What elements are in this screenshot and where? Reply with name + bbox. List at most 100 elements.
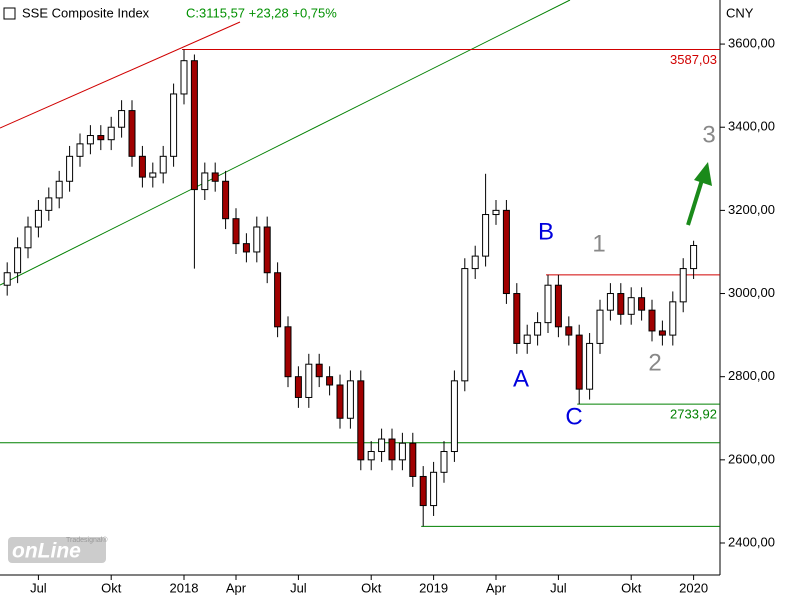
candle-body <box>138 155 146 178</box>
candle-body <box>586 342 594 390</box>
candle-body <box>180 60 188 95</box>
y-tick-label: 2800,00 <box>728 368 775 383</box>
candle-body <box>346 380 354 419</box>
x-tick-label: 2018 <box>170 580 199 595</box>
candle-body <box>66 155 74 182</box>
checkbox[interactable] <box>3 7 16 20</box>
candle-body <box>565 326 573 336</box>
candle-body <box>367 451 375 461</box>
candle-body <box>627 297 635 315</box>
candle-body <box>523 334 531 344</box>
candle-body <box>326 376 334 386</box>
candle-body <box>430 471 438 507</box>
wave-label: 2 <box>648 349 661 376</box>
candle-body <box>606 293 614 311</box>
candle-body <box>3 272 11 286</box>
candle-body <box>315 363 323 378</box>
candle-body <box>201 172 209 191</box>
candle-body <box>492 209 500 216</box>
x-tick-label: 2019 <box>419 580 448 595</box>
candle-body <box>596 309 604 344</box>
candle-body <box>107 126 115 141</box>
candle-body <box>575 334 583 390</box>
candle-body <box>440 451 448 473</box>
logo: onLine Tradesignal® <box>8 536 108 563</box>
candle-body <box>118 110 126 128</box>
candle-body <box>482 214 490 257</box>
y-tick-label: 2600,00 <box>728 451 775 466</box>
y-tick-label: 3200,00 <box>728 202 775 217</box>
candle-body <box>242 243 250 253</box>
wave-label: B <box>538 218 554 245</box>
candle-body <box>170 93 178 157</box>
x-tick-label: Jul <box>30 580 47 595</box>
candle-body <box>648 309 656 332</box>
y-tick-label: 3000,00 <box>728 285 775 300</box>
candle-body <box>253 226 261 253</box>
arrow-head <box>694 162 712 186</box>
candle-body <box>544 284 552 324</box>
candle-body <box>398 442 406 461</box>
trend-line <box>0 21 241 129</box>
candle-body <box>513 293 521 344</box>
arrow-shaft <box>686 179 704 226</box>
y-tick-label: 3400,00 <box>728 119 775 134</box>
wave-label: 3 <box>702 121 715 148</box>
candle-body <box>34 209 42 228</box>
wave-label: A <box>513 365 529 392</box>
candle-body <box>690 244 698 270</box>
x-tick-label: Okt <box>101 580 122 595</box>
candle-body <box>357 380 365 461</box>
candle-body <box>97 135 105 141</box>
logo-box <box>8 537 106 563</box>
candle-body <box>305 363 313 398</box>
candle-body <box>45 197 53 211</box>
candle-body <box>336 384 344 419</box>
candle-body <box>294 376 302 398</box>
candle-body <box>638 297 646 311</box>
candle-body <box>24 226 32 249</box>
candle-body <box>669 301 677 336</box>
x-tick-label: 2020 <box>679 580 708 595</box>
candle-body <box>409 442 417 477</box>
candle-body <box>471 255 479 270</box>
level-label: 2733,92 <box>670 407 717 422</box>
candle-body <box>461 268 469 382</box>
candle-body <box>388 438 396 461</box>
x-tick-label: Jul <box>290 580 307 595</box>
x-tick-label: Okt <box>621 580 642 595</box>
candle-body <box>554 284 562 328</box>
candle-body <box>128 110 136 157</box>
candle-body <box>658 330 666 336</box>
candle-body <box>55 180 63 199</box>
x-tick-label: Okt <box>361 580 382 595</box>
last-quote: C:3115,57 +23,28 +0,75% <box>186 5 337 20</box>
candle-body <box>534 322 542 336</box>
x-tick-label: Apr <box>486 580 507 595</box>
candle-body <box>450 380 458 453</box>
candle-body <box>419 475 427 507</box>
y-tick-label: 3600,00 <box>728 36 775 51</box>
candle-body <box>14 247 22 274</box>
candle-body <box>617 293 625 315</box>
candle-body <box>284 326 292 378</box>
candle-body <box>211 172 219 182</box>
unit-label: CNY <box>726 5 754 20</box>
candle-body <box>274 272 282 328</box>
y-tick-label: 2400,00 <box>728 534 775 549</box>
candle-body <box>263 226 271 274</box>
candle-body <box>679 268 687 303</box>
candle-body <box>502 209 510 295</box>
candle-body <box>159 155 167 174</box>
candle-body <box>232 218 240 245</box>
arrow <box>686 162 712 226</box>
candle-body <box>378 438 386 453</box>
candle-body <box>86 135 94 145</box>
wave-label: 1 <box>592 230 605 257</box>
candle-body <box>190 60 198 191</box>
candle-body <box>222 180 230 220</box>
trend-line <box>0 0 571 286</box>
x-tick-label: Apr <box>226 580 247 595</box>
level-label: 3587,03 <box>670 52 717 67</box>
